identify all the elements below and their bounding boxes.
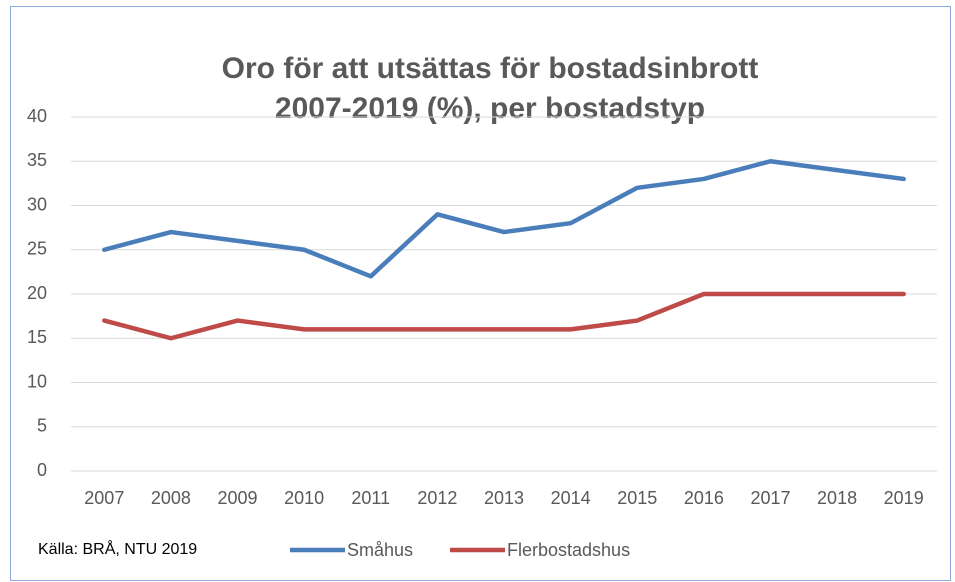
source-note: Källa: BRÅ, NTU 2019 <box>38 539 197 558</box>
x-tick-label: 2019 <box>884 488 924 508</box>
y-tick-label: 0 <box>37 460 47 480</box>
legend-label: Flerbostadshus <box>507 540 630 560</box>
y-tick-label: 30 <box>27 194 47 214</box>
x-tick-label: 2017 <box>750 488 790 508</box>
y-tick-label: 40 <box>27 106 47 126</box>
x-tick-label: 2016 <box>684 488 724 508</box>
y-tick-label: 20 <box>27 283 47 303</box>
x-tick-label: 2011 <box>351 488 390 508</box>
y-tick-label: 10 <box>27 371 47 391</box>
x-tick-label: 2014 <box>551 488 591 508</box>
y-tick-label: 15 <box>27 327 47 347</box>
x-tick-label: 2018 <box>817 488 857 508</box>
x-tick-label: 2012 <box>417 488 457 508</box>
x-tick-label: 2010 <box>284 488 324 508</box>
y-tick-label: 35 <box>27 150 47 170</box>
y-tick-label: 5 <box>37 416 47 436</box>
x-tick-label: 2008 <box>151 488 191 508</box>
series-line <box>102 159 906 279</box>
x-tick-label: 2009 <box>218 488 258 508</box>
x-tick-label: 2015 <box>617 488 657 508</box>
legend-label: Småhus <box>347 540 413 560</box>
y-tick-label: 25 <box>27 239 47 259</box>
x-tick-label: 2013 <box>484 488 524 508</box>
x-tick-label: 2007 <box>84 488 124 508</box>
series-line <box>102 291 906 341</box>
chart-title: 2007-2019 (%), per bostadstyp <box>275 92 705 125</box>
chart-title: Oro för att utsättas för bostadsinbrott <box>222 52 759 85</box>
